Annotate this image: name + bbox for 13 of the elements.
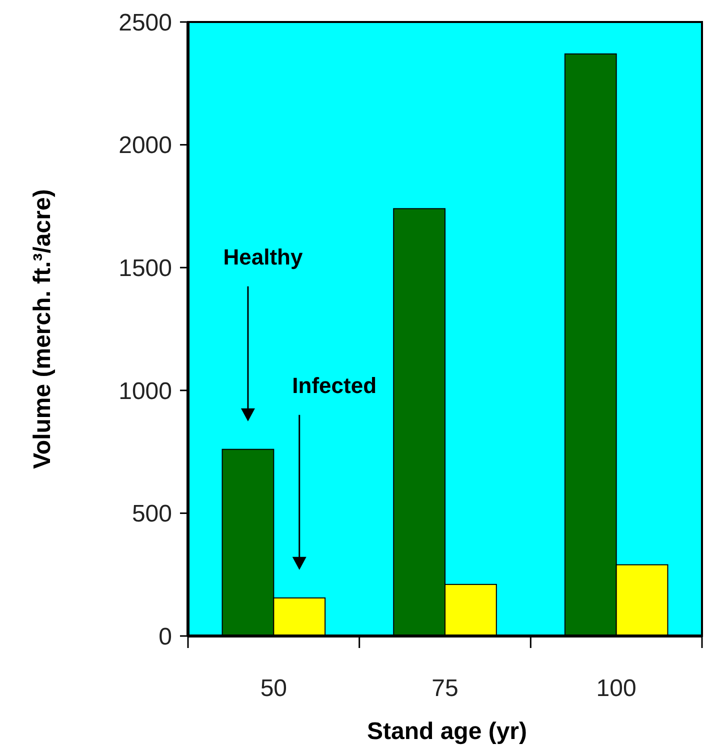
y-tick-label: 0 bbox=[158, 623, 172, 650]
x-axis-title: Stand age (yr) bbox=[366, 718, 528, 745]
x-tick-label: 100 bbox=[596, 675, 636, 702]
y-tick-label: 1500 bbox=[118, 255, 172, 282]
y-tick-label: 500 bbox=[132, 500, 172, 528]
annotation: Infected bbox=[292, 372, 377, 398]
y-axis-title: Volume (merch. ft.³/acre) bbox=[29, 189, 56, 469]
x-tick-label: 75 bbox=[432, 675, 458, 702]
x-tick-label: 50 bbox=[260, 675, 288, 702]
annotation: Healthy bbox=[223, 244, 304, 270]
y-tick-label: 1000 bbox=[118, 378, 172, 405]
y-tick-label: 2000 bbox=[118, 132, 172, 160]
y-tick-label: 2500 bbox=[118, 9, 172, 36]
